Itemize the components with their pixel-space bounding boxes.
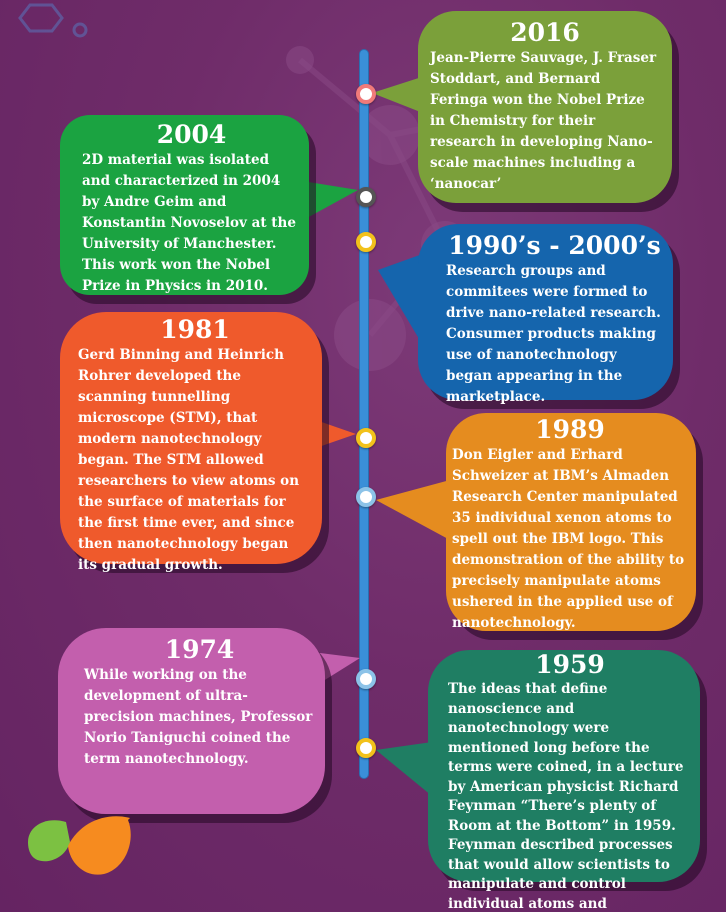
timeline-dot-1990s <box>356 232 376 252</box>
tail-1959 <box>376 742 432 796</box>
event-1990s-year: 1990’s - 2000’s <box>448 231 661 260</box>
event-1981: 1981 Gerd Binning and Heinrich Rohrer de… <box>60 312 322 573</box>
event-1959: 1959 The ideas that define nanoscience a… <box>428 650 700 912</box>
event-1981-year: 1981 <box>160 315 230 344</box>
event-2004-text: 2D material was isolated and characteriz… <box>82 152 296 294</box>
event-2016-year: 2016 <box>510 18 580 47</box>
event-2016-text: Jean-Pierre Sauvage, J. Fraser Stoddart,… <box>430 50 657 192</box>
timeline-dot-1959 <box>356 738 376 758</box>
timeline-spine <box>360 50 368 778</box>
timeline-dot-1989 <box>356 487 376 507</box>
event-1989-text: Don Eigler and Erhard Schweizer at IBM’s… <box>452 447 685 631</box>
event-1974-text: While working on the development of ultr… <box>84 667 313 767</box>
event-2016: 2016 Jean-Pierre Sauvage, J. Fraser Stod… <box>418 11 672 203</box>
timeline-dot-1974 <box>356 669 376 689</box>
event-1959-year: 1959 <box>535 650 605 679</box>
event-1974: 1974 While working on the development of… <box>58 628 325 814</box>
event-1981-text: Gerd Binning and Heinrich Rohrer develop… <box>78 347 300 573</box>
event-1989: 1989 Don Eigler and Erhard Schweizer at … <box>446 413 696 631</box>
event-1990s-text: Research groups and commitees were forme… <box>446 263 661 405</box>
event-1974-year: 1974 <box>164 635 235 664</box>
event-2004-year: 2004 <box>156 120 227 149</box>
decorative-drops-icon <box>28 816 131 875</box>
timeline-dot-1981 <box>356 428 376 448</box>
event-2004: 2004 2D material was isolated and charac… <box>60 115 309 295</box>
event-1959-text: The ideas that define nanoscience and na… <box>448 681 684 912</box>
timeline-dot-2016 <box>356 84 376 104</box>
event-1990s: 1990’s - 2000’s Research groups and comm… <box>418 224 673 405</box>
timeline-dot-2004 <box>356 187 376 207</box>
tail-1989 <box>376 480 450 540</box>
event-1989-year: 1989 <box>535 415 605 444</box>
